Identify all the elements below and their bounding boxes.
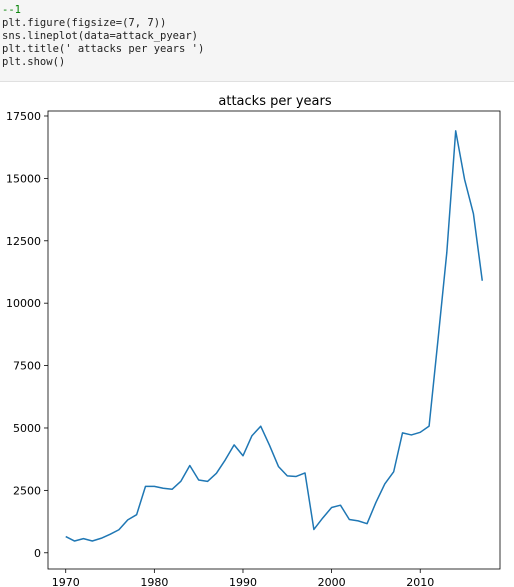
plot-frame bbox=[47, 110, 501, 570]
x-tick-label-2000: 2000 bbox=[318, 576, 346, 587]
y-tick-label-0: 0 bbox=[34, 547, 41, 560]
y-tick-label-2500: 2500 bbox=[13, 484, 41, 497]
series-line-0 bbox=[65, 130, 484, 542]
y-tick-label-7500: 7500 bbox=[13, 360, 41, 373]
code-line-2: plt.figure(figsize=(7, 7)) bbox=[2, 17, 167, 29]
x-tick-label-2010: 2010 bbox=[406, 576, 434, 587]
y-tick-label-10000: 10000 bbox=[6, 297, 41, 310]
code-line-1: --1 bbox=[2, 4, 21, 16]
y-tick-label-12500: 12500 bbox=[6, 235, 41, 248]
chart-title: attacks per years bbox=[218, 94, 331, 109]
y-tick-label-5000: 5000 bbox=[13, 422, 41, 435]
output-area: attacks per years 0 2500 5000 7500 10000 1250… bbox=[0, 83, 514, 587]
code-line-4: plt.title(' attacks per years ') bbox=[2, 43, 205, 55]
x-tick-label-1980: 1980 bbox=[140, 576, 168, 587]
line-chart: attacks per years 0 2500 5000 7500 10000 1250… bbox=[6, 94, 501, 587]
code-cell[interactable]: --1 plt.figure(figsize=(7, 7)) sns.linep… bbox=[0, 0, 514, 82]
code-line-5: plt.show() bbox=[2, 56, 66, 68]
code-line-3: sns.lineplot(data=attack_pyear) bbox=[2, 30, 198, 42]
x-tick-label-1970: 1970 bbox=[52, 576, 80, 587]
y-tick-label-15000: 15000 bbox=[6, 172, 41, 185]
x-tick-label-1990: 1990 bbox=[229, 576, 257, 587]
y-tick-label-17500: 17500 bbox=[6, 110, 41, 123]
axes: 0 2500 5000 7500 10000 12500 15000 17500 1970 198… bbox=[6, 110, 501, 587]
